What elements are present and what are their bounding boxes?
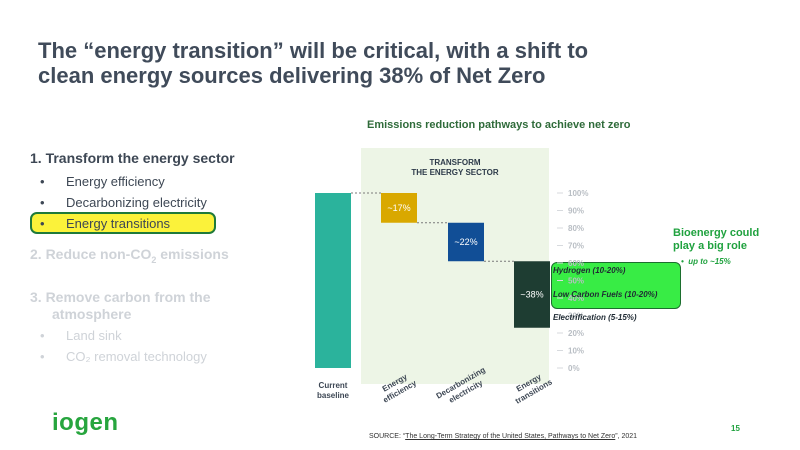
waterfall-bar [381, 193, 417, 223]
bar-value-label: ~38% [520, 290, 543, 300]
chart-title: Emissions reduction pathways to achieve … [367, 119, 631, 131]
section-3-heading-line-1: 3. Remove carbon from the [30, 288, 211, 305]
list-item-highlighted: Energy transitions [30, 213, 320, 234]
y-tick-label: 60% [568, 259, 584, 268]
callout-bullet: • up to ~15% [681, 257, 731, 266]
waterfall-bar [448, 222, 484, 262]
section-2-heading-end: emissions [156, 246, 229, 262]
iogen-logo: iogen [52, 409, 119, 436]
section-1-list: Energy efficiency Decarbonizing electric… [30, 171, 320, 234]
left-panel: 1. Transform the energy sector Energy ef… [30, 150, 320, 367]
y-tick-label: 90% [568, 207, 584, 216]
list-item: CO₂ removal technology [30, 346, 320, 367]
x-category-label: Energyefficiency [377, 370, 419, 405]
section-3-list: Land sink CO₂ removal technology [30, 325, 320, 367]
section-2-heading-sub: 2 [151, 254, 157, 265]
callout-line-1: Bioenergy could [673, 227, 760, 239]
y-tick-label: 50% [568, 277, 584, 286]
title-line-2: clean energy sources delivering 38% of N… [38, 63, 546, 88]
title-line-1: The “energy transition” will be critical… [38, 38, 589, 63]
annotation-hydrogen: Hydrogen (10-20%) [553, 266, 626, 275]
section-3-heading: 3. Remove carbon from the atmosphere [30, 289, 320, 323]
y-tick-label: 0% [568, 364, 580, 373]
panel-label-line-2: THE ENERGY SECTOR [411, 168, 499, 177]
bar-value-label: ~22% [454, 237, 477, 247]
y-tick-label: 30% [568, 312, 584, 321]
y-tick-label: 40% [568, 294, 584, 303]
list-item: Decarbonizing electricity [30, 192, 320, 213]
source-prefix: SOURCE: “ [369, 433, 406, 440]
section-2-heading-main: 2. Reduce non-CO [30, 246, 152, 262]
y-tick-label: 100% [568, 189, 588, 198]
callout-bullet-text: up to ~15% [688, 257, 731, 266]
y-tick-label: 80% [568, 224, 584, 233]
bioenergy-callout: Bioenergy could play a big role • up to … [673, 227, 783, 268]
section-3-heading-line-2: atmosphere [52, 305, 132, 322]
source-citation: SOURCE: “The Long-Term Strategy of the U… [369, 433, 637, 440]
y-tick-label: 70% [568, 242, 584, 251]
waterfall-bar [315, 193, 351, 368]
page-number: 15 [731, 424, 740, 433]
annotation-low-carbon-fuels: Low Carbon Fuels (10-20%) [553, 290, 658, 299]
y-tick-label: 10% [568, 347, 584, 356]
fuels-highlight-box [551, 262, 681, 309]
x-category-label: Decarbonizingelectricity [435, 365, 492, 409]
panel-label: TRANSFORM THE ENERGY SECTOR [361, 158, 549, 178]
source-link[interactable]: The Long-Term Strategy of the United Sta… [405, 433, 616, 440]
section-2-heading: 2. Reduce non-CO2 emissions [30, 246, 320, 269]
waterfall-bar [514, 261, 550, 328]
y-tick-label: 20% [568, 329, 584, 338]
panel-label-line-1: TRANSFORM [429, 158, 481, 167]
bar-value-label: ~17% [387, 203, 410, 213]
source-suffix: ”, 2021 [615, 433, 638, 440]
x-category-label: Current baseline [317, 381, 350, 400]
x-category-label: Energytransitions [509, 369, 554, 406]
annotation-electrification: Electrification (5-15%) [553, 313, 637, 322]
list-item: Land sink [30, 325, 320, 346]
section-1-heading: 1. Transform the energy sector [30, 150, 235, 166]
slide-title: The “energy transition” will be critical… [38, 38, 738, 88]
list-item: Energy efficiency [30, 171, 320, 192]
callout-line-2: play a big role [673, 240, 747, 252]
